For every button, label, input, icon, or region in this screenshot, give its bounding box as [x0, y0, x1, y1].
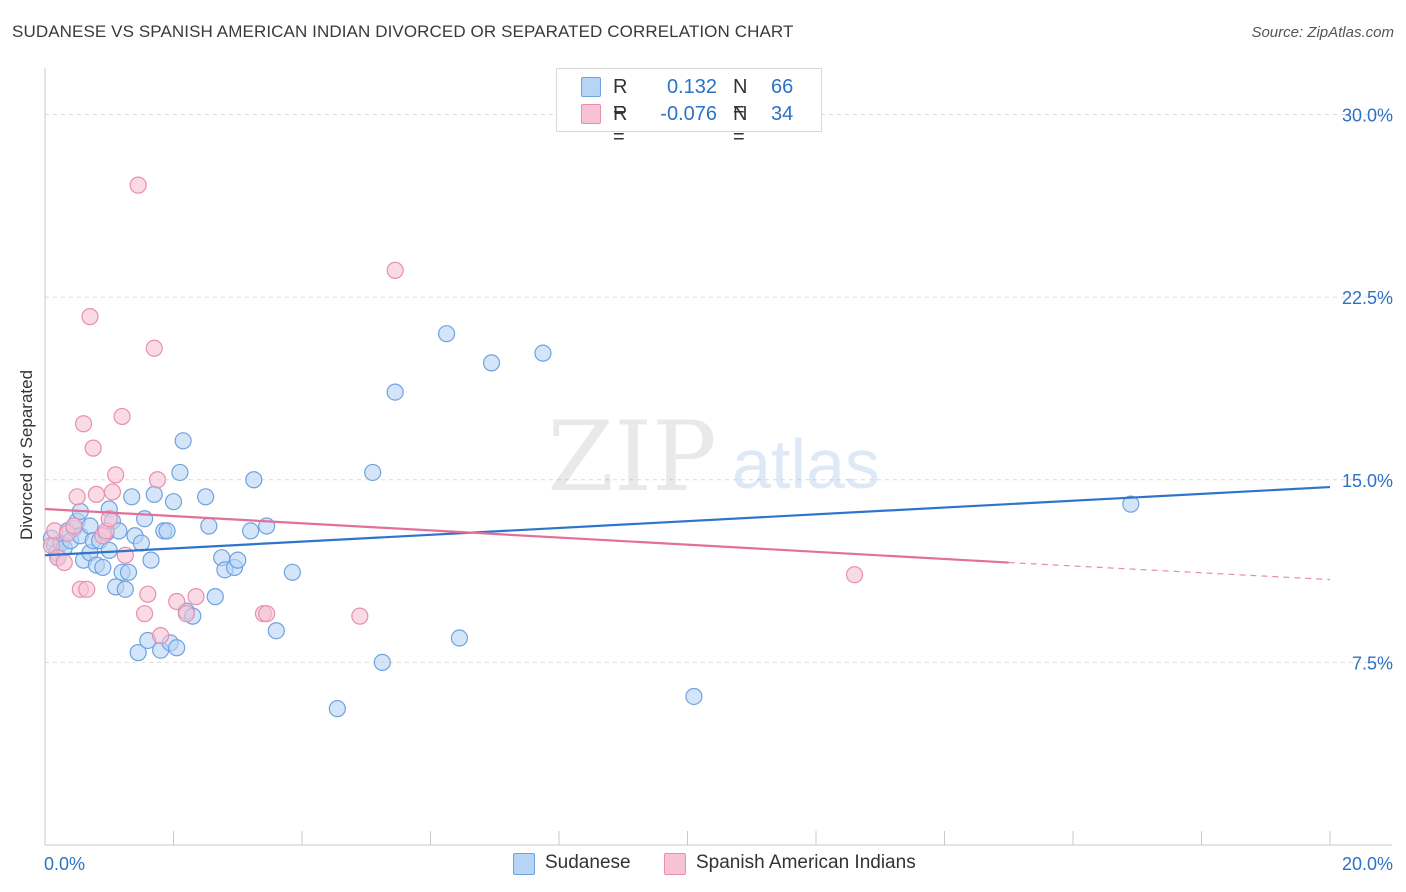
sudanese-point	[142, 551, 160, 569]
sudanese-point	[119, 563, 138, 581]
sudanese-point	[206, 588, 224, 606]
spanish-american-indian-point	[113, 407, 131, 426]
sudanese-point	[94, 558, 112, 577]
sudanese-point	[482, 354, 501, 372]
spanish-american-indian-point	[152, 626, 170, 645]
legend-swatch-pink	[581, 104, 601, 124]
watermark: ZIP atlas	[547, 401, 880, 513]
chart-title: SUDANESE VS SPANISH AMERICAN INDIAN DIVO…	[12, 22, 794, 41]
sudanese-point	[116, 580, 134, 598]
spanish-american-indian-point	[100, 510, 118, 528]
spanish-american-indian-point	[74, 415, 93, 433]
sudanese-point	[197, 488, 215, 506]
sudanese-point	[174, 432, 192, 450]
stats-legend: R = 0.132 N = 66 R = -0.076 N = 34	[556, 68, 822, 148]
spanish-american-indian-point	[845, 566, 864, 584]
spanish-american-indian-point	[81, 308, 99, 326]
y-axis-label: Divorced or Separated	[17, 369, 36, 541]
sudanese-point	[534, 344, 552, 362]
spanish-american-indian-point	[103, 483, 122, 501]
spanish-american-indian-point	[148, 471, 167, 489]
sudanese-point	[145, 485, 163, 503]
sudanese-point	[158, 522, 176, 540]
y-tick-label: 22.5%	[1342, 288, 1393, 308]
spanish-american-indian-point	[145, 339, 163, 357]
spanish-american-indian-point	[386, 261, 404, 279]
sudanese-point	[685, 687, 703, 706]
r-value: -0.076	[660, 103, 717, 125]
sudanese-point	[123, 488, 141, 506]
sudanese-point	[364, 463, 382, 482]
r-label: R =	[613, 76, 628, 121]
spanish-american-indian-point	[168, 592, 186, 611]
spanish-american-indian-point	[139, 585, 157, 603]
sudanese-point	[229, 551, 247, 569]
sudanese-point	[328, 700, 346, 718]
data-points	[42, 176, 1140, 718]
n-value: 66	[771, 76, 794, 98]
sudanese-point	[245, 471, 263, 489]
axes	[44, 68, 1392, 846]
spanish-american-indian-point	[78, 580, 96, 598]
y-tick-label: 15.0%	[1342, 471, 1393, 491]
r-value: 0.132	[666, 76, 717, 98]
tick-labels: 7.5% 15.0% 22.5% 30.0% 0.0% 20.0%	[44, 106, 1393, 874]
x-tick-label: 0.0%	[44, 854, 85, 874]
sudanese-point	[200, 517, 218, 535]
source-label: Source: ZipAtlas.com	[1251, 24, 1394, 41]
spanish-american-indian-point	[129, 176, 147, 194]
spanish-american-indian-point	[68, 488, 86, 506]
sudanese-trend-line	[44, 485, 1331, 557]
spanish-american-indian-point	[107, 466, 125, 484]
sudanese-point	[1122, 495, 1140, 513]
x-tick-label: 20.0%	[1342, 854, 1393, 874]
spanish-american-indian-point	[135, 605, 154, 623]
sudanese-point	[450, 629, 469, 647]
sudanese-point	[437, 325, 456, 343]
sudanese-point	[168, 639, 186, 657]
n-label: N =	[733, 76, 748, 121]
spanish-american-indian-point	[177, 605, 195, 623]
spanish-american-indian-point	[55, 553, 73, 572]
sudanese-point	[242, 522, 260, 540]
spanish-american-indian-point	[351, 607, 369, 625]
sudanese-point	[171, 463, 189, 482]
y-tick-label: 30.0%	[1342, 106, 1393, 126]
gridlines	[45, 114, 1392, 663]
spanish-american-indian-point	[87, 485, 106, 503]
legend-swatch-blue	[513, 853, 535, 875]
spanish-american-indian-trend-extension	[1008, 561, 1331, 581]
spanish-american-indian-point	[258, 605, 276, 623]
sudanese-point	[132, 534, 150, 552]
watermark-zip: ZIP	[547, 401, 716, 513]
spanish-american-indian-point	[65, 517, 83, 535]
spanish-american-indian-trend-line	[44, 507, 1009, 564]
trend-lines	[44, 485, 1331, 581]
sudanese-point	[373, 653, 391, 671]
n-label: N =	[733, 103, 748, 148]
y-tick-label: 7.5%	[1352, 653, 1393, 673]
sudanese-point	[164, 493, 183, 511]
sudanese-point	[267, 622, 285, 640]
sudanese-point	[283, 563, 301, 581]
sudanese-point	[386, 383, 404, 401]
legend-label: Spanish American Indians	[696, 852, 916, 873]
spanish-american-indian-point	[187, 588, 205, 606]
legend-swatch-pink	[664, 853, 686, 875]
spanish-american-indian-point	[84, 439, 102, 457]
sudanese-point	[129, 644, 147, 662]
legend-label: Sudanese	[545, 852, 631, 873]
sudanese-point	[100, 541, 118, 559]
n-value: 34	[771, 103, 794, 125]
watermark-atlas: atlas	[732, 425, 880, 503]
legend-swatch-blue	[581, 77, 601, 97]
r-label: R =	[613, 103, 628, 148]
